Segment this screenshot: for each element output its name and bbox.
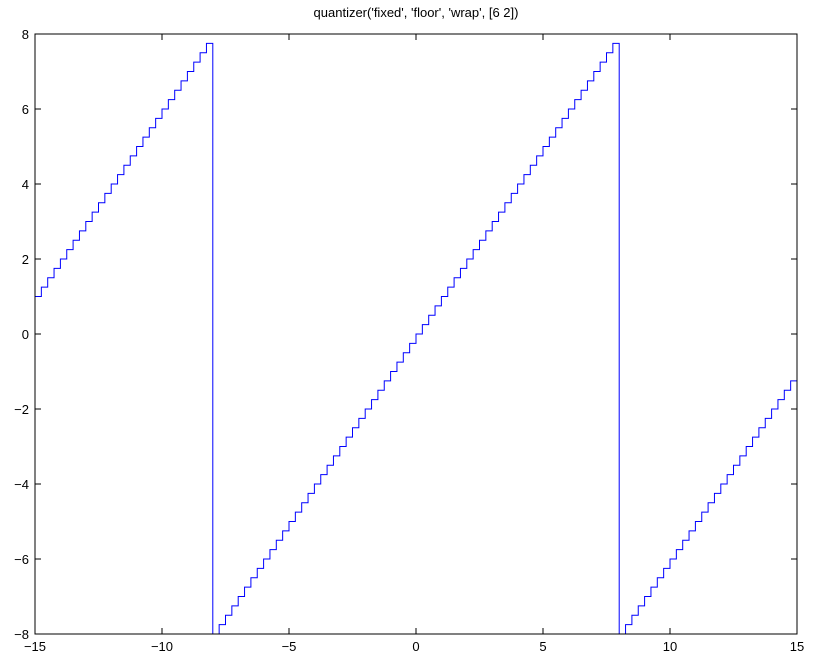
y-tick-label: −2 bbox=[14, 402, 29, 417]
x-tick-label: 15 bbox=[790, 639, 804, 654]
y-tick-label: −6 bbox=[14, 552, 29, 567]
series-line-0 bbox=[35, 42, 797, 635]
series-layer bbox=[35, 42, 797, 635]
x-tick-label: 5 bbox=[539, 639, 546, 654]
x-tick-label: −5 bbox=[282, 639, 297, 654]
y-tick-label: −4 bbox=[14, 477, 29, 492]
chart-title: quantizer('fixed', 'floor', 'wrap', [6 2… bbox=[314, 5, 519, 20]
y-tick-label: 4 bbox=[22, 177, 29, 192]
y-tick-label: 8 bbox=[22, 27, 29, 42]
y-tick-label: 0 bbox=[22, 327, 29, 342]
axes-layer: −15 −10 −5 0 5 10 15 −8 −6 −4 −2 0 2 4 6 8 bbox=[14, 27, 804, 654]
x-tick-label: 10 bbox=[663, 639, 677, 654]
x-tick-label: 0 bbox=[412, 639, 419, 654]
y-tick-label: −8 bbox=[14, 627, 29, 642]
x-tick-label: −10 bbox=[151, 639, 173, 654]
x-tick-label: −15 bbox=[24, 639, 46, 654]
y-tick-label: 2 bbox=[22, 252, 29, 267]
y-tick-label: 6 bbox=[22, 102, 29, 117]
